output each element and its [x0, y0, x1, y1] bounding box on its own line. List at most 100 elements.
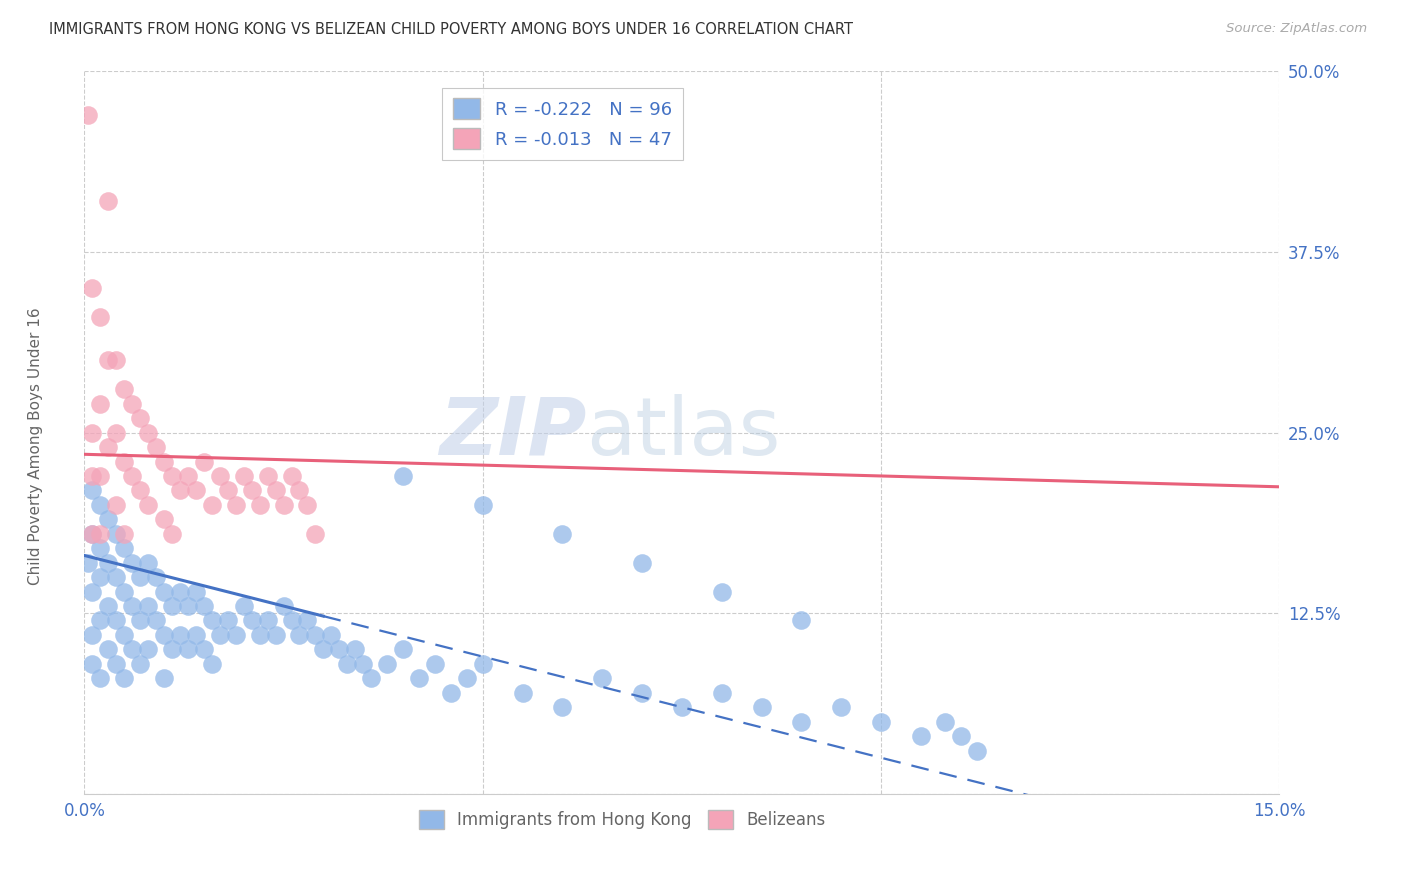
Point: [631, 686, 654, 700]
Point: [201, 614, 224, 628]
Point: [145, 570, 167, 584]
Point: [145, 440, 167, 454]
Point: [177, 469, 200, 483]
Point: [169, 483, 191, 498]
Point: [112, 541, 135, 556]
Point: [321, 628, 343, 642]
Point: [77, 556, 100, 570]
Point: [160, 526, 183, 541]
Point: [408, 671, 430, 685]
Point: [273, 498, 295, 512]
Point: [184, 628, 207, 642]
Point: [105, 570, 128, 584]
Point: [256, 469, 278, 483]
Point: [217, 483, 239, 498]
Point: [240, 483, 263, 498]
Point: [89, 541, 111, 556]
Point: [193, 599, 215, 613]
Point: [112, 526, 135, 541]
Point: [89, 614, 111, 628]
Point: [77, 108, 100, 122]
Point: [129, 657, 152, 671]
Point: [966, 743, 988, 757]
Point: [97, 353, 120, 368]
Point: [392, 469, 415, 483]
Point: [288, 483, 311, 498]
Point: [89, 526, 111, 541]
Point: [423, 657, 446, 671]
Point: [249, 628, 271, 642]
Point: [225, 628, 247, 642]
Point: [89, 397, 111, 411]
Point: [160, 642, 183, 657]
Point: [512, 686, 534, 700]
Point: [870, 714, 893, 729]
Point: [352, 657, 374, 671]
Point: [145, 614, 167, 628]
Point: [160, 599, 183, 613]
Point: [136, 599, 159, 613]
Point: [631, 556, 654, 570]
Point: [121, 469, 143, 483]
Point: [671, 700, 693, 714]
Point: [297, 498, 319, 512]
Point: [153, 454, 176, 468]
Point: [89, 570, 111, 584]
Point: [256, 614, 278, 628]
Point: [193, 642, 215, 657]
Point: [136, 642, 159, 657]
Point: [169, 628, 191, 642]
Point: [304, 526, 326, 541]
Point: [201, 657, 224, 671]
Point: [97, 599, 120, 613]
Point: [97, 440, 120, 454]
Point: [232, 469, 254, 483]
Point: [392, 642, 415, 657]
Point: [82, 425, 104, 440]
Point: [184, 584, 207, 599]
Text: Child Poverty Among Boys Under 16: Child Poverty Among Boys Under 16: [28, 307, 42, 585]
Point: [551, 700, 574, 714]
Point: [336, 657, 359, 671]
Point: [177, 599, 200, 613]
Point: [136, 425, 159, 440]
Point: [129, 614, 152, 628]
Point: [344, 642, 367, 657]
Point: [375, 657, 398, 671]
Point: [112, 671, 135, 685]
Point: [112, 584, 135, 599]
Point: [89, 498, 111, 512]
Point: [471, 657, 494, 671]
Point: [97, 194, 120, 209]
Point: [82, 483, 104, 498]
Point: [129, 411, 152, 425]
Point: [790, 614, 813, 628]
Point: [830, 700, 852, 714]
Point: [121, 556, 143, 570]
Point: [97, 556, 120, 570]
Point: [121, 642, 143, 657]
Point: [710, 686, 733, 700]
Point: [264, 628, 287, 642]
Point: [949, 729, 972, 743]
Point: [105, 614, 128, 628]
Point: [225, 498, 247, 512]
Point: [710, 584, 733, 599]
Point: [280, 469, 302, 483]
Point: [121, 599, 143, 613]
Point: [551, 526, 574, 541]
Point: [82, 628, 104, 642]
Legend: Immigrants from Hong Kong, Belizeans: Immigrants from Hong Kong, Belizeans: [412, 804, 832, 836]
Point: [82, 469, 104, 483]
Point: [591, 671, 613, 685]
Point: [312, 642, 335, 657]
Point: [153, 584, 176, 599]
Point: [456, 671, 478, 685]
Point: [136, 498, 159, 512]
Point: [153, 628, 176, 642]
Point: [208, 628, 231, 642]
Point: [112, 454, 135, 468]
Point: [193, 454, 215, 468]
Point: [208, 469, 231, 483]
Point: [177, 642, 200, 657]
